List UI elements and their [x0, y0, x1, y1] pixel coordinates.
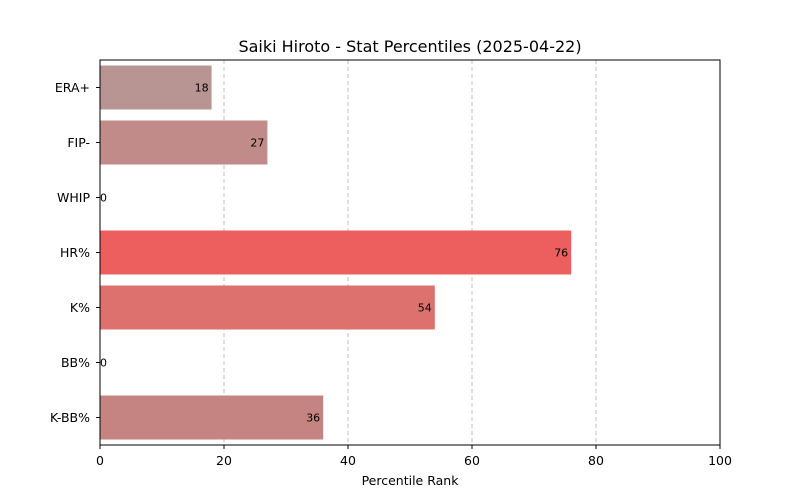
y-tick-label: FIP-: [67, 135, 90, 150]
y-tick-label: K-BB%: [50, 410, 90, 425]
bar-value-label: 76: [554, 247, 568, 260]
x-axis-label: Percentile Rank: [362, 473, 460, 488]
bar-value-label: 54: [418, 302, 432, 315]
bars: 18 27 0 76 54 0 36: [100, 65, 572, 440]
y-tick-label: K%: [70, 300, 90, 315]
bar: [100, 395, 324, 440]
y-tick-label: BB%: [61, 355, 90, 370]
y-tick-label: WHIP: [57, 190, 90, 205]
x-axis: 0 20 40 60 80 100: [96, 445, 732, 468]
bar-value-label: 0: [100, 192, 107, 205]
x-tick-label: 100: [708, 453, 732, 468]
bar: [100, 285, 435, 330]
chart-title: Saiki Hiroto - Stat Percentiles (2025-04…: [238, 37, 581, 56]
bar: [100, 120, 268, 165]
x-tick-label: 40: [340, 453, 356, 468]
bar-value-label: 36: [306, 412, 320, 425]
x-tick-label: 60: [464, 453, 480, 468]
y-tick-label: ERA+: [55, 80, 90, 95]
x-tick-label: 0: [96, 453, 104, 468]
bar: [100, 65, 212, 110]
y-axis: ERA+ FIP- WHIP HR% K% BB% K-BB%: [50, 80, 100, 425]
y-tick-label: HR%: [60, 245, 90, 260]
bar-value-label: 27: [250, 137, 264, 150]
x-tick-label: 80: [588, 453, 604, 468]
x-tick-label: 20: [216, 453, 232, 468]
bar: [100, 230, 572, 275]
bar-value-label: 0: [100, 357, 107, 370]
bar-value-label: 18: [195, 82, 209, 95]
